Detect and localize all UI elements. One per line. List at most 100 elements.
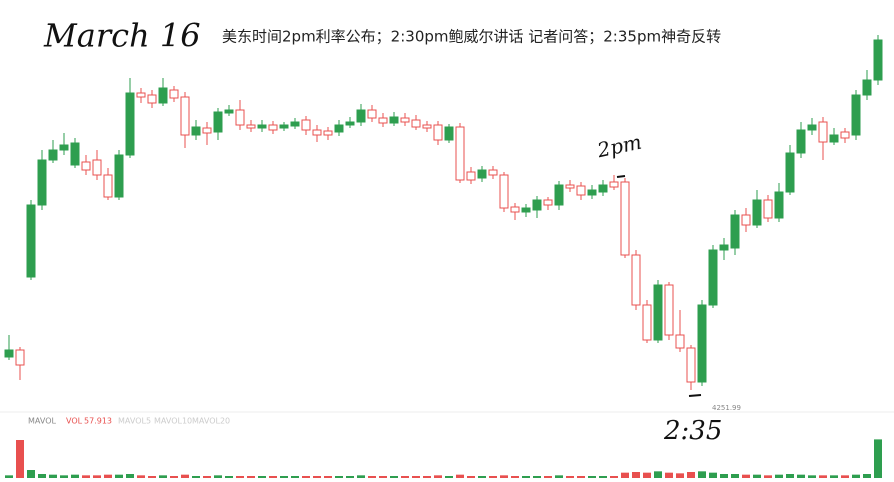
volume-bar [709,472,717,478]
candle-body [367,109,377,119]
candle-body [741,214,751,226]
candle-body [829,134,839,143]
volume-bar [60,475,68,478]
candle-body [752,199,762,226]
candle-body [532,199,542,211]
volume-bar [830,475,838,478]
candle-body [785,152,795,193]
volume-bar [412,476,420,478]
annotation-marker [616,175,626,178]
candle-body [653,284,663,341]
volume-bar [841,475,849,478]
candle-body [290,121,300,127]
candle-body [191,126,201,136]
candle-body [433,124,443,141]
candle-body [312,129,322,136]
candle-body [224,109,234,114]
candle-body [59,144,69,151]
candle-body [686,347,696,383]
candle-body [147,94,157,104]
candle-body [268,124,278,131]
volume-legend: MAVOL5 [118,417,151,426]
chart-title: March 16 [43,17,201,55]
candle-body [774,191,784,219]
volume-bar [27,470,35,478]
volume-bar [390,476,398,478]
volume-bar [786,474,794,478]
volume-bar [775,474,783,478]
candle-body [730,214,740,249]
candle-body [862,79,872,96]
volume-bar [258,476,266,478]
candle-body [48,149,58,161]
candle-body [521,207,531,213]
volume-bar [93,475,101,478]
volume-bar [555,475,563,478]
candle-body [576,185,586,196]
volume-bar [874,439,882,478]
volume-bar [566,476,574,478]
volume-bar [357,475,365,478]
candle-body [37,159,47,206]
volume-bar [324,476,332,478]
candle-body [455,126,465,181]
volume-bar [5,475,13,478]
candle-body [345,121,355,126]
volume-bar [38,474,46,478]
volume-bar [71,474,79,478]
candle-body [873,39,883,81]
volume-bar [269,476,277,478]
candle-body [543,199,553,206]
volume-bar [797,474,805,478]
candle-body [840,131,850,139]
volume-bar [346,476,354,478]
candle-body [554,184,564,206]
volume-bar [225,476,233,478]
candle-body [631,254,641,306]
candle-body [719,244,729,251]
volume-bar [291,476,299,478]
candle-body [26,204,36,278]
candle-body [587,189,597,196]
candle-body [235,109,245,126]
candle-body [598,184,608,193]
candle-body [92,159,102,176]
volume-bar [676,473,684,478]
candle-body [488,169,498,176]
volume-bar [126,474,134,478]
volume-bar [599,476,607,478]
volume-bar [852,474,860,478]
candle-body [642,304,652,341]
candle-body [279,124,289,129]
candle-body [202,127,212,134]
candle-body [411,119,421,128]
candle-body [334,124,344,133]
volume-bar [313,476,321,478]
candle-body [675,334,685,349]
volume-bar [104,474,112,478]
volume-bar [401,476,409,478]
volume-bar [247,476,255,478]
candle-body [169,89,179,99]
volume-bar [467,476,475,478]
volume-bar [445,476,453,478]
volume-bar [720,474,728,478]
volume-bar [643,472,651,478]
candle-body [213,111,223,133]
candle-body [708,249,718,306]
candle-body [356,109,366,123]
candle-body [499,174,509,209]
candle-body [136,92,146,98]
candle-body [466,171,476,181]
candle-body [422,124,432,129]
volume-bar [698,471,706,478]
low-price-label: 4251.99 [712,404,741,412]
volume-bar [368,476,376,478]
candle-body [763,199,773,219]
candle-body [620,181,630,256]
candle-body [851,94,861,136]
candle-body [510,206,520,213]
volume-bar [214,475,222,478]
volume-bar [764,475,772,478]
candle-body [180,96,190,136]
